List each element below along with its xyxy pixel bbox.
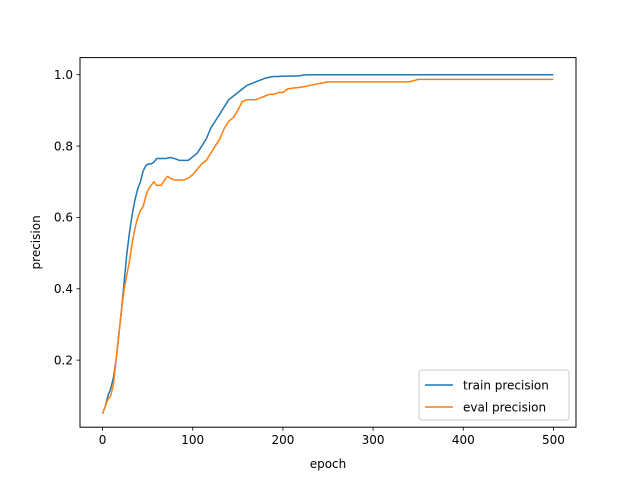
plot-frame — [79, 57, 577, 428]
series-line-eval — [101, 78, 554, 414]
y-axis-ticks: 0.2 0.4 0.6 0.8 1.0 — [54, 68, 80, 367]
x-tick-label: 300 — [362, 433, 385, 447]
y-axis-label: precision — [29, 215, 43, 269]
x-tick-label: 0 — [99, 433, 107, 447]
legend-box — [418, 369, 570, 421]
y-tick-label: 0.4 — [54, 282, 73, 296]
legend: train precision eval precision — [418, 369, 570, 421]
legend-label-train: train precision — [463, 379, 549, 393]
legend-label-eval: eval precision — [463, 401, 546, 415]
y-tick-label: 0.2 — [54, 353, 73, 367]
plot-lines — [101, 73, 554, 414]
series-line-train — [101, 73, 554, 414]
y-tick-label: 0.6 — [54, 211, 73, 225]
x-axis-label: epoch — [310, 457, 347, 471]
x-tick-label: 500 — [542, 433, 565, 447]
y-tick-label: 1.0 — [54, 68, 73, 82]
y-tick-label: 0.8 — [54, 139, 73, 153]
x-axis-ticks: 0 100 200 300 400 500 — [99, 427, 565, 447]
x-tick-label: 100 — [181, 433, 204, 447]
x-tick-label: 200 — [271, 433, 294, 447]
x-tick-label: 400 — [452, 433, 475, 447]
